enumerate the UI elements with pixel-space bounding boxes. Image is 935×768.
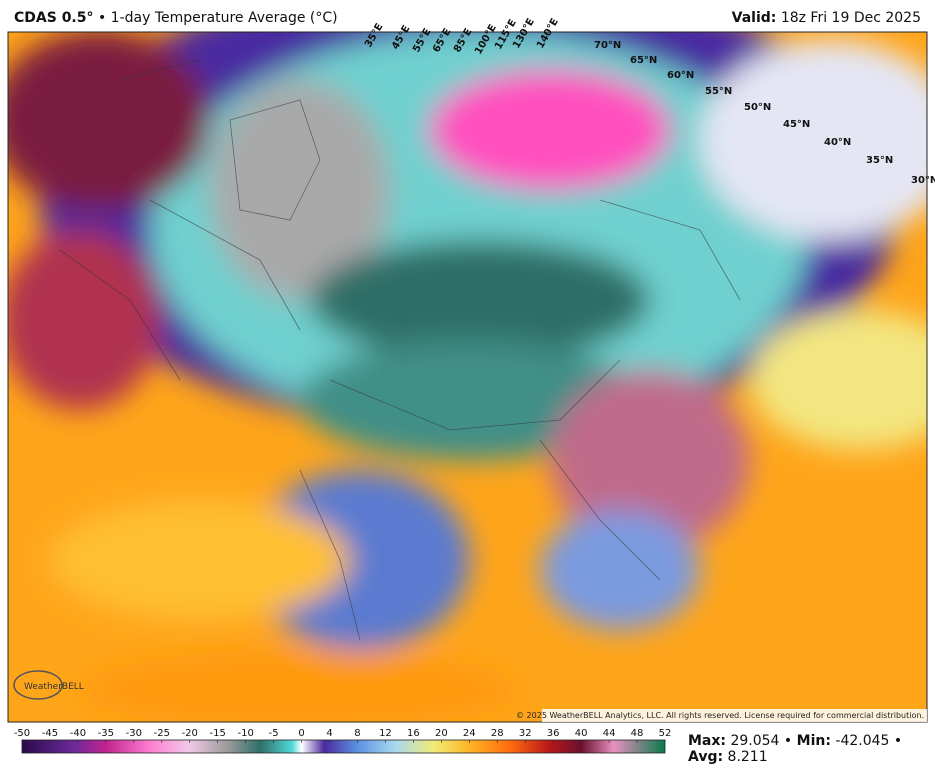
logo: WeatherBELL <box>24 682 84 692</box>
lat-label: 50°N <box>744 102 771 113</box>
colorbar-tick-label: 48 <box>631 728 644 739</box>
colorbar-tick-label: 24 <box>463 728 476 739</box>
colorbar-tick-label: -10 <box>237 728 253 739</box>
colorbar-tick-label: 4 <box>326 728 332 739</box>
colorbar-tick-label: 40 <box>575 728 588 739</box>
colorbar-tick-label: -25 <box>154 728 170 739</box>
stat-value: 29.054 <box>730 733 780 749</box>
lat-label: 35°N <box>866 155 893 166</box>
colorbar-tick-label: 32 <box>519 728 532 739</box>
colorbar: -50 -45 -40 -35 -30 -25 -20 -15 -10 -5 0 4 8 12 16 20 24… <box>14 728 672 754</box>
colorbar-tick-label: 52 <box>659 728 672 739</box>
copyright-bg <box>542 709 927 722</box>
colorbar-tick-label: -45 <box>42 728 58 739</box>
stats-sep: • <box>783 733 793 749</box>
lat-label: 45°N <box>783 119 810 130</box>
stat-value: 8.211 <box>727 749 768 765</box>
temperature-field <box>8 32 927 722</box>
colorbar-tick-label: -15 <box>210 728 226 739</box>
colorbar-tick-label: 8 <box>354 728 360 739</box>
lat-label: 30°N <box>911 175 935 186</box>
stat-label: Min: <box>796 733 831 749</box>
colorbar-tick-label: 36 <box>547 728 560 739</box>
colorbar-tick-label: 12 <box>379 728 392 739</box>
colorbar-tick-label: -50 <box>14 728 30 739</box>
logo-mark <box>13 670 63 700</box>
sep: • <box>97 10 107 26</box>
valid-time: 18z Fri 19 Dec 2025 <box>780 10 921 26</box>
colorbar-tick-label: -30 <box>126 728 142 739</box>
colorbar-tick-label: 28 <box>491 728 504 739</box>
stats-sep: • <box>893 733 903 749</box>
stat-label: Avg: <box>688 749 724 765</box>
colorbar-tick-label: 20 <box>435 728 448 739</box>
copyright: © 2025 WeatherBELL Analytics, LLC. All r… <box>516 711 924 720</box>
model: CDAS 0.5° <box>14 10 94 26</box>
stats: Max: 29.054 • Min: -42.045 • Avg: 8.211 <box>688 733 935 765</box>
stat-value: -42.045 <box>835 733 890 749</box>
lat-label: 60°N <box>667 70 694 81</box>
lat-label: 65°N <box>630 55 657 66</box>
colorbar-tick-label: 0 <box>298 728 304 739</box>
colorbar-tick-label: -20 <box>182 728 198 739</box>
colorbar-tick-label: 16 <box>407 728 420 739</box>
colorbar-tick-label: -5 <box>269 728 279 739</box>
colorbar-gradient <box>21 739 666 754</box>
lat-label: 40°N <box>824 137 851 148</box>
colorbar-tick-label: 44 <box>603 728 616 739</box>
header: CDAS 0.5° • 1-day Temperature Average (°… <box>14 10 338 26</box>
colorbar-tick-label: -35 <box>98 728 114 739</box>
lat-label: 70°N <box>594 40 621 51</box>
valid: Valid: 18z Fri 19 Dec 2025 <box>732 10 921 26</box>
lat-label: 55°N <box>705 86 732 97</box>
stat-label: Max: <box>688 733 727 749</box>
valid-label: Valid: <box>731 10 777 26</box>
colorbar-tick-label: -40 <box>70 728 86 739</box>
title: 1-day Temperature Average (°C) <box>110 10 338 26</box>
